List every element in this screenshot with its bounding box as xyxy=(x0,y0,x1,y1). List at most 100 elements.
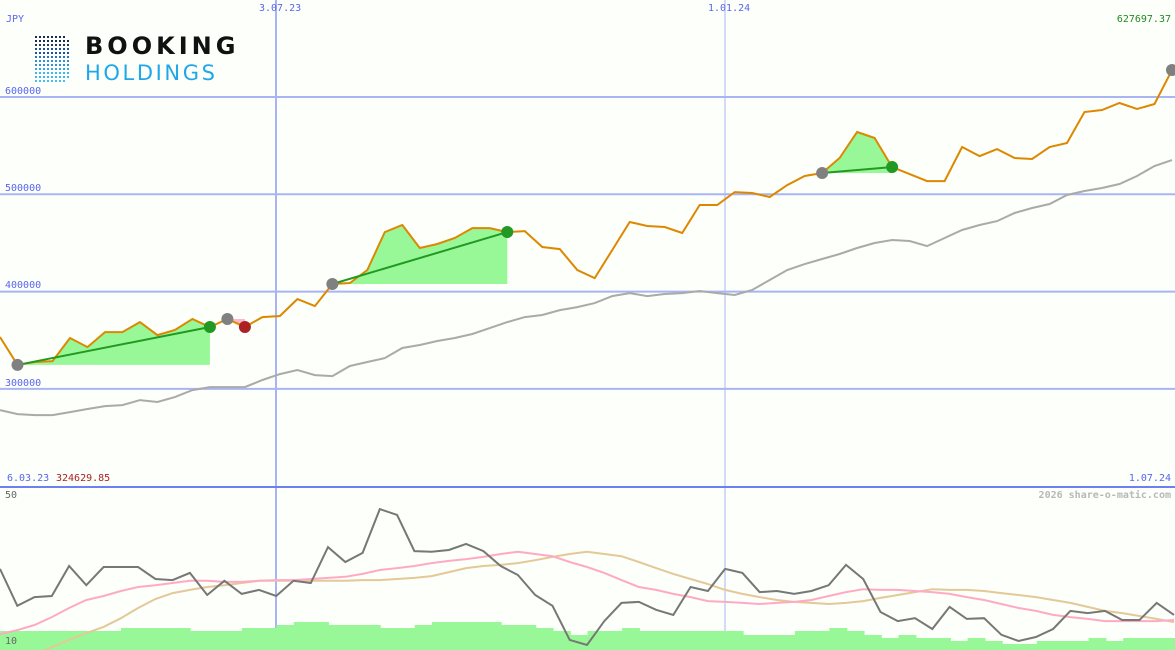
logo-dot xyxy=(55,76,57,78)
logo-dot xyxy=(67,76,69,78)
logo-dot xyxy=(35,64,37,66)
logo-dot xyxy=(35,40,37,42)
logo-dot xyxy=(51,44,53,46)
volume-bar xyxy=(431,622,450,650)
logo-dot xyxy=(55,36,57,38)
logo-dot xyxy=(67,64,69,66)
booking-holdings-logo: BOOKING HOLDINGS xyxy=(35,32,245,86)
volume-bar xyxy=(846,631,865,650)
logo-dot xyxy=(63,60,65,62)
logo-dot xyxy=(47,56,49,58)
logo-dot xyxy=(51,76,53,78)
logo-dot xyxy=(35,52,37,54)
logo-dot xyxy=(51,64,53,66)
trade-entry-marker xyxy=(816,166,829,179)
start-date-label: 6.03.23 xyxy=(7,473,50,484)
volume-bar xyxy=(172,628,191,650)
volume-bar xyxy=(725,631,744,650)
logo-dot xyxy=(47,48,49,50)
volume-bar xyxy=(1002,644,1021,650)
logo-dot xyxy=(47,76,49,78)
logo-dot xyxy=(55,72,57,74)
volume-bar xyxy=(362,625,381,650)
volume-bar xyxy=(241,628,260,650)
volume-bar xyxy=(604,631,623,650)
logo-dot xyxy=(43,56,45,58)
logo-dot xyxy=(67,60,69,62)
volume-bar xyxy=(656,631,675,650)
logo-dot xyxy=(39,52,41,54)
logo-dot xyxy=(39,64,41,66)
y-tick-300000: 300000 xyxy=(5,378,42,389)
logo-dot xyxy=(67,52,69,54)
logo-dot xyxy=(67,72,69,74)
logo-dot xyxy=(63,80,65,82)
logo-dot xyxy=(35,72,37,74)
logo-text-holdings: HOLDINGS xyxy=(85,61,218,85)
volume-bar xyxy=(1123,638,1142,650)
logo-dot xyxy=(55,60,57,62)
logo-dot xyxy=(63,68,65,70)
volume-bar xyxy=(1105,641,1124,650)
moving-average-line xyxy=(0,159,1173,417)
volume-bar xyxy=(1019,644,1038,650)
volume-bar xyxy=(673,631,692,650)
logo-dot xyxy=(59,40,61,42)
logo-dot xyxy=(39,40,41,42)
logo-dot xyxy=(39,44,41,46)
logo-dot xyxy=(63,36,65,38)
logo-dot xyxy=(59,56,61,58)
logo-dot xyxy=(35,68,37,70)
min-price-label: 324629.85 xyxy=(56,473,111,484)
volume-bar xyxy=(950,641,969,650)
volume-bar xyxy=(293,622,312,650)
trade-fill-win xyxy=(822,132,893,173)
logo-dot xyxy=(39,80,41,82)
logo-dot xyxy=(47,52,49,54)
volume-bar xyxy=(794,631,813,650)
volume-bar xyxy=(639,631,658,650)
logo-dot xyxy=(55,68,57,70)
volume-bar xyxy=(984,641,1003,650)
logo-dot xyxy=(59,52,61,54)
trade-exit-marker xyxy=(886,161,899,174)
logo-dot xyxy=(51,72,53,74)
logo-dot xyxy=(39,36,41,38)
volume-bar xyxy=(190,631,208,650)
volume-bar xyxy=(207,631,226,650)
logo-dot xyxy=(39,76,41,78)
logo-dot xyxy=(67,44,69,46)
logo-dot xyxy=(47,60,49,62)
currency-label: JPY xyxy=(6,14,25,25)
volume-bar xyxy=(915,638,934,650)
logo-dot xyxy=(47,44,49,46)
trade-exit-marker xyxy=(238,321,251,334)
volume-bar xyxy=(898,635,917,650)
logo-dot xyxy=(35,48,37,50)
end-date-label: 1.07.24 xyxy=(1128,473,1171,484)
volume-bar xyxy=(103,631,122,650)
logo-dot xyxy=(59,44,61,46)
logo-dot xyxy=(55,40,57,42)
volume-bar xyxy=(466,622,485,650)
volume-bar xyxy=(967,638,986,650)
volume-bar xyxy=(86,631,105,650)
volume-bar xyxy=(708,631,727,650)
logo-dot xyxy=(43,68,45,70)
logo-dot xyxy=(55,44,57,46)
indicator-tick-10: 10 xyxy=(5,636,18,647)
logo-dot xyxy=(63,64,65,66)
y-tick-400000: 400000 xyxy=(5,280,42,291)
date-tick-1: 3.07.23 xyxy=(259,3,302,14)
volume-bar xyxy=(777,635,796,650)
volume-bar xyxy=(397,628,416,650)
logo-dot xyxy=(55,64,57,66)
trade-entry-marker xyxy=(11,358,24,371)
logo-dot xyxy=(47,64,49,66)
volume-bar xyxy=(760,635,779,650)
volume-bar xyxy=(34,631,53,650)
price-line xyxy=(0,69,1173,366)
volume-bar xyxy=(328,625,347,650)
volume-bar xyxy=(535,628,554,650)
